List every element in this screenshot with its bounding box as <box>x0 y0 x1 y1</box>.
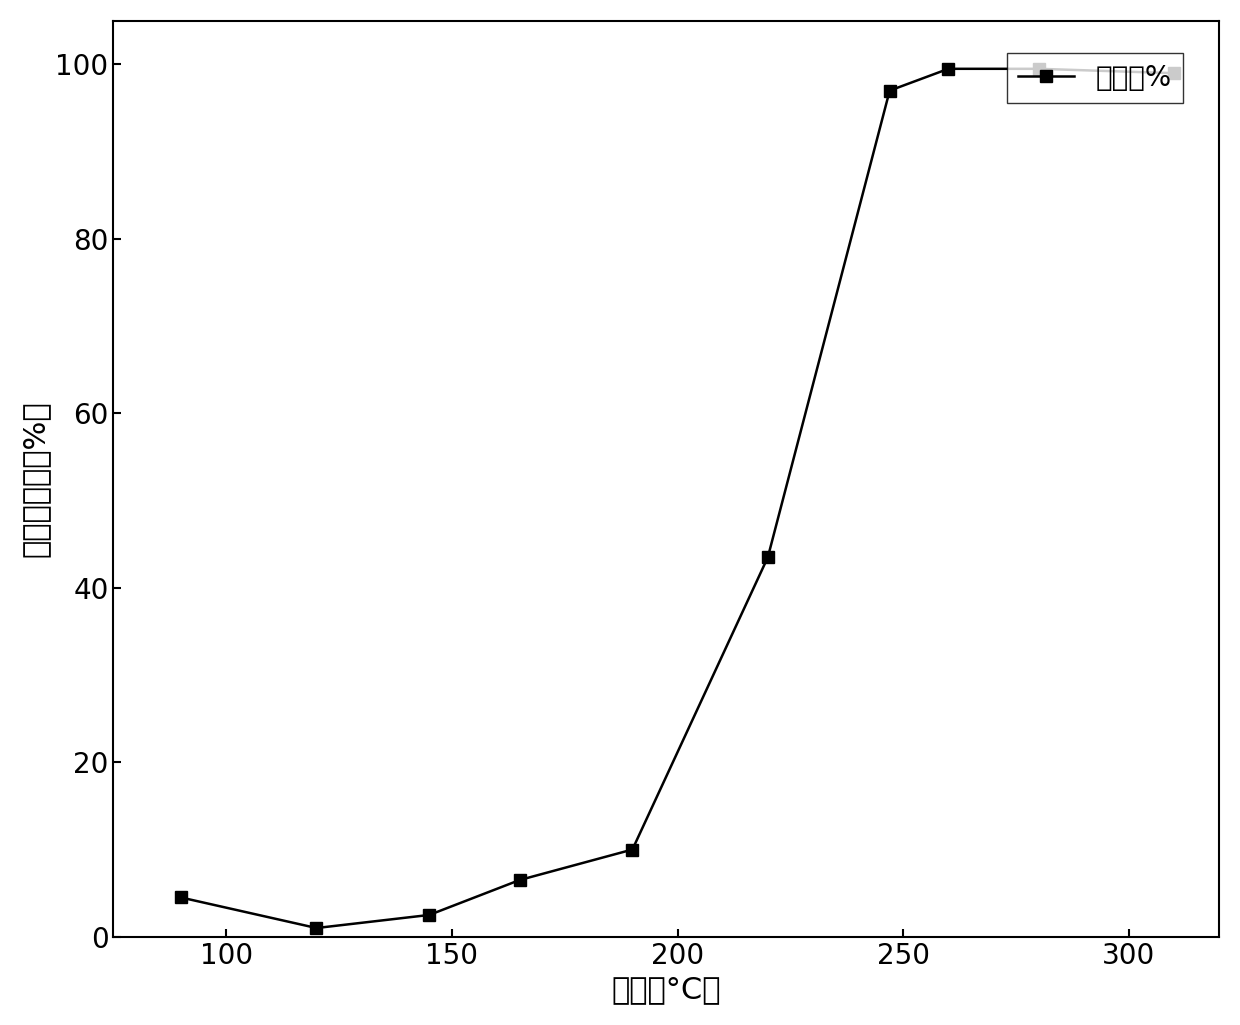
转化率% <box>174 892 188 904</box>
Line: 转化率%: 转化率% <box>175 63 1180 934</box>
X-axis label: 温度（°C）: 温度（°C） <box>611 975 720 1004</box>
转化率% <box>309 921 324 934</box>
转化率% <box>625 844 640 856</box>
转化率% <box>1167 67 1182 79</box>
转化率% <box>760 551 775 564</box>
转化率% <box>941 63 956 75</box>
转化率% <box>512 874 527 887</box>
转化率% <box>882 84 897 96</box>
转化率% <box>1032 63 1047 75</box>
Legend: 转化率%: 转化率% <box>1007 53 1183 104</box>
Y-axis label: 丙酮转化率（%）: 丙酮转化率（%） <box>21 401 50 558</box>
转化率% <box>422 909 436 921</box>
